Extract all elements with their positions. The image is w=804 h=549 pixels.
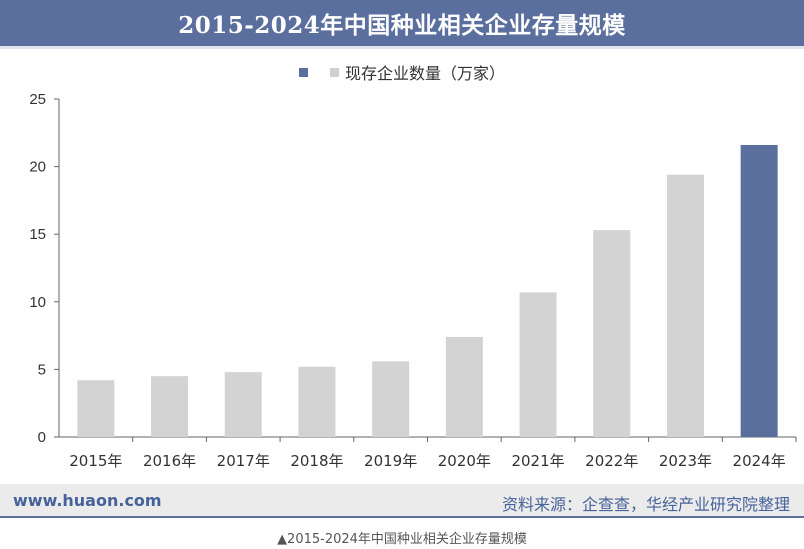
x-tick-label: 2023年: [659, 452, 712, 470]
bar-2022年: [593, 230, 631, 437]
y-tick-label: 0: [38, 429, 46, 446]
title-divider: [0, 46, 804, 49]
y-tick-label: 10: [29, 294, 46, 311]
x-tick-label: 2016年: [143, 452, 196, 470]
bar-chart: 0 5 10 15 20 25 2015年 2016年 2017年 2018年 2019年 2020年…: [29, 91, 797, 470]
bar-2021年: [519, 292, 557, 437]
x-tick-label: 2020年: [438, 452, 491, 470]
footer-divider: [0, 516, 804, 518]
x-tick-label: 2018年: [290, 452, 343, 470]
y-tick-label: 5: [38, 361, 46, 378]
figure-caption: ▲2015-2024年中国种业相关企业存量规模: [277, 532, 527, 547]
bar-2019年: [372, 361, 410, 437]
legend-label: 现存企业数量（万家）: [344, 64, 505, 83]
legend-swatch-highlight: [298, 67, 308, 77]
chart-legend: 现存企业数量（万家）: [0, 60, 804, 84]
legend-swatch-default: [329, 67, 339, 77]
footer-source: 资料来源：企查查，华经产业研究院整理: [501, 495, 790, 514]
footer-bar: www.huaon.com 资料来源：企查查，华经产业研究院整理: [0, 484, 804, 516]
x-tick-label: 2022年: [585, 452, 638, 470]
bar-2023年: [666, 174, 704, 437]
chart-title: 2015-2024年中国种业相关企业存量规模: [178, 12, 626, 39]
x-tick-label: 2021年: [511, 452, 564, 470]
chart-title-bar: 2015-2024年中国种业相关企业存量规模: [0, 0, 804, 46]
y-tick-label: 20: [29, 159, 46, 176]
y-tick-label: 25: [29, 91, 46, 108]
bar-2018年: [298, 366, 336, 437]
x-tick-label: 2024年: [733, 452, 786, 470]
footer-website: www.huaon.com: [13, 491, 162, 510]
x-tick-label: 2019年: [364, 452, 417, 470]
x-tick-label: 2015年: [69, 452, 122, 470]
bar-2015年: [77, 380, 115, 437]
bar-2020年: [445, 336, 483, 437]
bar-2016年: [151, 376, 189, 437]
y-tick-label: 15: [29, 226, 46, 243]
x-tick-label: 2017年: [217, 452, 270, 470]
bar-2017年: [224, 372, 262, 437]
bar-2024年: [740, 144, 778, 437]
